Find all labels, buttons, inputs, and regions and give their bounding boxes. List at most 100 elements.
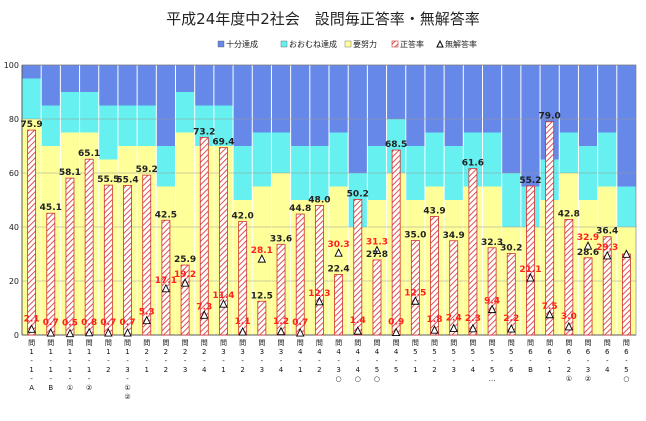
band-mostly-4: [98, 105, 118, 160]
no-answer-marker-21: [430, 325, 439, 334]
band-full-23: [463, 65, 483, 133]
band-full-7: [156, 65, 176, 146]
correct-rate-label-24: 32.3: [481, 238, 503, 248]
no-answer-marker-17: [353, 326, 363, 335]
band-mostly-13: [271, 132, 291, 173]
correct-rate-label-6: 59.2: [136, 165, 158, 175]
no-answer-marker-25: [507, 324, 516, 333]
band-mostly-31: [616, 186, 636, 227]
band-full-2: [60, 65, 80, 92]
y-tick-label-100: 100: [4, 61, 19, 70]
correct-rate-bar-8: [180, 264, 190, 336]
band-full-3: [79, 65, 99, 92]
no-answer-marker-13: [276, 326, 286, 336]
correct-rate-label-2: 58.1: [59, 168, 81, 178]
no-answer-label-25: 2.2: [503, 314, 519, 324]
band-full-26: [520, 65, 541, 187]
no-answer-label-5: 0.7: [120, 318, 136, 328]
band-full-28: [559, 65, 579, 133]
no-answer-marker-9: [200, 310, 209, 319]
band-full-19: [386, 65, 406, 119]
no-answer-marker-7: [161, 283, 171, 293]
no-answer-marker-29: [583, 241, 593, 250]
correct-rate-label-21: 43.9: [423, 206, 445, 216]
correct-rate-label-29: 28.6: [577, 248, 599, 258]
band-mostly-3: [79, 92, 99, 133]
legend-label-2: 要努力: [353, 39, 377, 49]
x-tick-label-4: 問 1 -2: [105, 339, 112, 374]
band-full-0: [22, 65, 42, 79]
correct-rate-bar-12: [257, 300, 267, 336]
x-tick-label-29: 問 6 -3 ②: [585, 339, 592, 383]
band-mostly-9: [194, 105, 214, 146]
no-answer-marker-24: [487, 304, 497, 314]
band-full-31: [616, 65, 636, 187]
x-tick-label-5: 問 1 -3 -① ②: [124, 339, 131, 401]
no-answer-label-14: 0.7: [292, 318, 308, 328]
no-answer-marker-8: [180, 278, 190, 287]
x-tick-label-21: 問 5 -2: [431, 339, 438, 374]
correct-rate-label-27: 79.0: [539, 112, 561, 122]
no-answer-marker-1: [46, 328, 56, 337]
correct-rate-label-0: 75.9: [20, 120, 42, 130]
y-tick-label-0: 0: [14, 331, 19, 340]
no-answer-label-3: 0.8: [81, 318, 97, 328]
correct-rate-label-26: 55.2: [519, 176, 541, 186]
x-tick-label-24: 問 5 -5…: [489, 339, 496, 383]
no-answer-marker-20: [411, 296, 420, 305]
legend-marker-1: [280, 40, 288, 48]
correct-rate-bar-22: [449, 240, 459, 336]
correct-rate-bar-18: [372, 259, 382, 336]
x-tick-label-1: 問 1 -1 -B: [47, 339, 54, 392]
x-tick-label-11: 問 3 -2: [239, 339, 246, 374]
x-tick-label-20: 問 5 -1: [412, 339, 419, 374]
no-answer-marker-4: [104, 328, 113, 337]
x-tick-label-30: 問 6 -4: [604, 339, 611, 374]
x-tick-label-8: 問 2 -3: [182, 339, 189, 374]
correct-rate-bar-5: [123, 185, 132, 336]
no-answer-label-30: 29.3: [596, 243, 618, 253]
correct-rate-label-7: 42.5: [155, 210, 177, 220]
band-full-5: [117, 65, 138, 106]
y-tick-label-60: 60: [9, 169, 19, 178]
band-effort-16: [329, 186, 349, 335]
band-full-9: [194, 65, 214, 106]
x-tick-label-31: 問 6 -5 ○: [623, 339, 630, 383]
no-answer-marker-14: [295, 328, 305, 337]
no-answer-marker-6: [142, 315, 151, 325]
correct-rate-label-22: 34.9: [443, 231, 465, 241]
band-full-30: [597, 65, 617, 133]
no-answer-marker-16: [334, 248, 343, 257]
no-answer-label-12: 28.1: [251, 246, 273, 256]
correct-rate-bar-26: [526, 185, 535, 336]
band-full-11: [233, 65, 253, 146]
correct-rate-label-12: 12.5: [251, 291, 273, 301]
no-answer-label-7: 17.1: [155, 276, 177, 286]
no-answer-marker-15: [315, 296, 324, 306]
band-full-1: [41, 65, 61, 106]
no-answer-label-19: 0.9: [388, 318, 404, 328]
correct-rate-label-20: 35.0: [404, 231, 426, 241]
correct-rate-bar-19: [391, 149, 401, 336]
band-mostly-19: [386, 119, 406, 173]
correct-rate-bar-15: [314, 204, 324, 336]
correct-rate-bar-2: [65, 177, 75, 336]
no-answer-label-17: 1.4: [350, 316, 366, 326]
correct-rate-bar-9: [199, 136, 209, 336]
no-answer-label-2: 0.5: [62, 319, 78, 329]
correct-rate-label-25: 30.2: [500, 243, 522, 253]
band-mostly-6: [137, 105, 157, 146]
band-full-29: [578, 65, 598, 146]
correct-rate-label-18: 27.8: [366, 250, 388, 260]
no-answer-label-16: 30.3: [327, 240, 349, 250]
x-tick-label-7: 問 2 -2: [162, 339, 169, 374]
band-full-6: [137, 65, 157, 106]
x-tick-label-28: 問 6 -2 ①: [565, 339, 572, 383]
no-answer-marker-18: [372, 245, 382, 254]
correct-rate-label-16: 22.4: [327, 265, 349, 275]
correct-rate-label-19: 68.5: [385, 140, 407, 150]
x-tick-label-16: 問 4 -3 ○: [335, 339, 342, 383]
plot-border: [21, 64, 637, 336]
correct-rate-label-5: 55.4: [116, 175, 138, 185]
